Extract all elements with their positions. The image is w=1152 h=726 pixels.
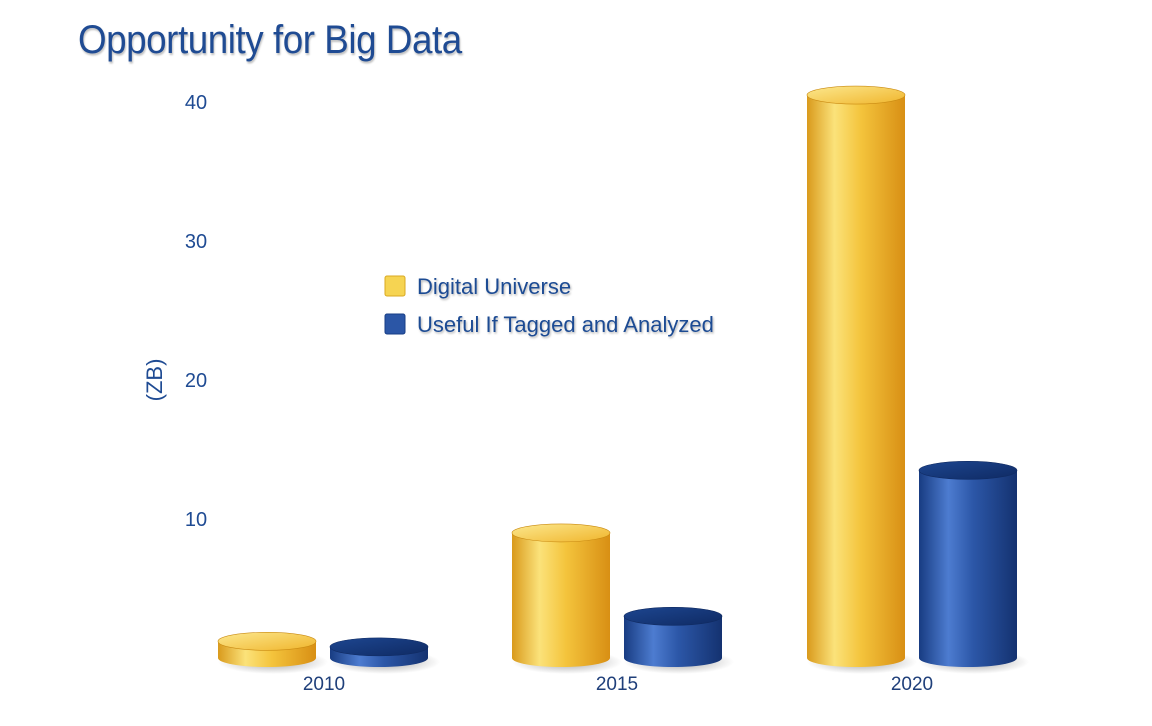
bars bbox=[217, 85, 1029, 674]
x-tick-label: 2010 bbox=[303, 674, 345, 695]
legend: Digital Universe Useful If Tagged and Ana… bbox=[384, 274, 714, 337]
chart-title: Opportunity for Big Data bbox=[78, 18, 462, 62]
bar-useful-if-tagged-and-analyzed-2020 bbox=[918, 461, 1029, 674]
y-tick-label: 40 bbox=[185, 92, 207, 114]
bar-digital-universe-2015 bbox=[511, 523, 622, 674]
bar-digital-universe-2010 bbox=[217, 632, 328, 674]
x-tick-label: 2015 bbox=[596, 674, 638, 695]
legend-label: Useful If Tagged and Analyzed bbox=[417, 312, 714, 337]
legend-swatch bbox=[384, 275, 406, 297]
y-axis-title: (ZB) bbox=[142, 359, 167, 402]
x-tick-label: 2020 bbox=[891, 674, 933, 695]
y-tick-label: 10 bbox=[185, 509, 207, 531]
x-axis: 2010 2015 2020 bbox=[303, 674, 933, 695]
bar-digital-universe-2020 bbox=[806, 85, 917, 674]
y-axis: 10 20 30 40 (ZB) bbox=[142, 92, 207, 531]
bar-useful-if-tagged-and-analyzed-2010 bbox=[329, 637, 440, 674]
y-tick-label: 30 bbox=[185, 231, 207, 253]
legend-label: Digital Universe bbox=[417, 274, 571, 299]
legend-swatch bbox=[384, 313, 406, 335]
bar-useful-if-tagged-and-analyzed-2015 bbox=[623, 606, 734, 674]
y-tick-label: 20 bbox=[185, 370, 207, 392]
